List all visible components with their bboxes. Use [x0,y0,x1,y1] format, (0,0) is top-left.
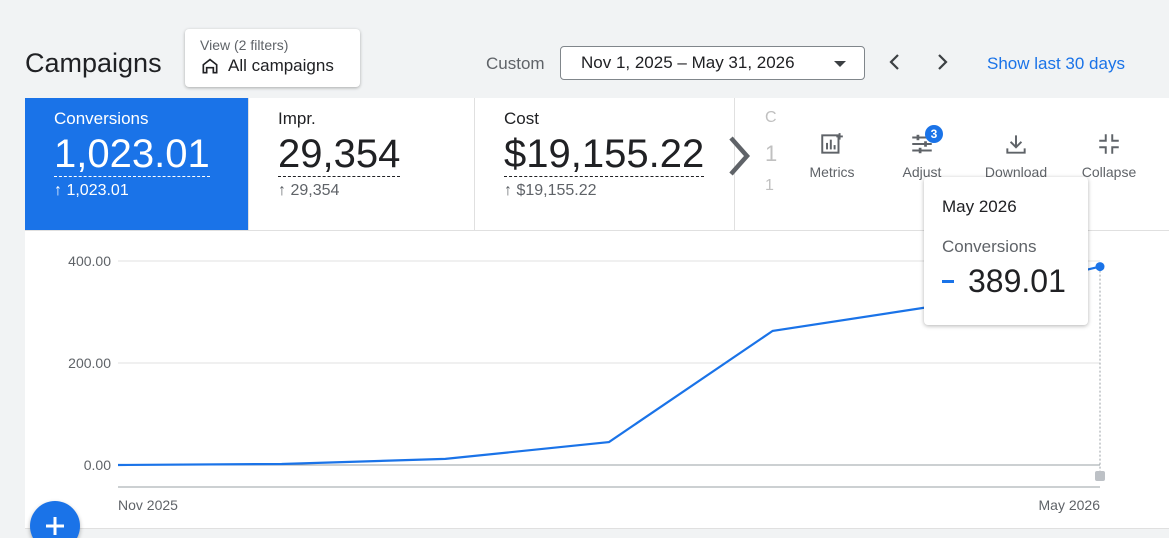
tooltip-metric: Conversions [942,237,1037,256]
scorecard-label: Conversions [54,109,149,128]
page-title: Campaigns [25,48,162,78]
tooltip-value: 389.01 [968,263,1066,299]
x-tick-label: Nov 2025 [118,497,178,513]
collapse-button[interactable]: Collapse [1074,131,1144,180]
create-button[interactable] [30,501,80,538]
scorecard-impressions[interactable]: Impr. 29,354 ↑ 29,354 [249,98,475,230]
chart-tooltip: May 2026 Conversions 389.01 [924,177,1088,325]
y-tick-label: 0.00 [84,457,111,473]
view-filters-label: View (2 filters) [200,37,289,53]
custom-label: Custom [486,54,545,73]
view-selector[interactable]: View (2 filters) All campaigns [185,29,360,87]
scorecard-change: ↑ 29,354 [278,182,340,199]
scorecard-cost[interactable]: Cost $19,155.22 ↑ $19,155.22 [475,98,734,230]
scorecard-label: Impr. [278,109,316,128]
scorecard-value: 1,023.01 [54,132,210,177]
collapse-icon [1099,134,1119,154]
metrics-label: Metrics [809,164,855,180]
scorecard-change: ↑ 1,023.01 [54,182,129,199]
scorecards: Conversions 1,023.01 ↑ 1,023.01 Impr. 29… [25,98,1169,231]
metrics-button[interactable]: Metrics [797,131,867,180]
previous-period-icon[interactable] [883,50,907,74]
adjust-button[interactable]: 3 Adjust [887,125,957,180]
clipped-top-text [726,0,1026,4]
range-handle [1095,471,1105,481]
adjust-badge: 3 [925,125,943,143]
date-range-picker[interactable]: Nov 1, 2025 – May 31, 2026 [560,46,865,80]
scorecard-partial-label: C [765,109,777,126]
scorecard-label: Cost [504,109,539,128]
tooltip-date: May 2026 [942,197,1017,216]
collapse-label: Collapse [1081,164,1137,180]
scorecard-partial-value: 1 [765,141,778,166]
x-tick-label: May 2026 [1039,497,1101,513]
show-last-30-days-link[interactable]: Show last 30 days [987,54,1125,73]
download-button[interactable]: Download [981,131,1051,180]
adjust-label: Adjust [902,164,942,180]
next-period-icon[interactable] [930,50,954,74]
scorecard-partial: C 1 1 [734,98,779,230]
scorecard-change: ↑ $19,155.22 [504,182,597,199]
plus-icon [46,517,64,535]
header: Campaigns View (2 filters) All campaigns… [0,0,1169,98]
metrics-icon [821,133,843,154]
home-icon [202,58,218,74]
scorecard-partial-change: 1 [765,177,774,194]
scorecard-conversions[interactable]: Conversions 1,023.01 ↑ 1,023.01 [25,98,249,230]
tooltip-series-swatch [942,280,954,283]
view-value: All campaigns [228,56,334,75]
download-label: Download [984,164,1048,180]
scorecard-value: $19,155.22 [504,132,705,177]
scorecard-value: 29,354 [278,132,401,177]
y-tick-label: 400.00 [68,253,111,269]
date-range-value: Nov 1, 2025 – May 31, 2026 [581,53,795,72]
y-tick-label: 200.00 [68,355,111,371]
data-point [1095,262,1105,272]
scroll-right-icon[interactable] [725,134,755,178]
download-icon [1006,135,1026,154]
dropdown-caret-icon [834,61,846,67]
